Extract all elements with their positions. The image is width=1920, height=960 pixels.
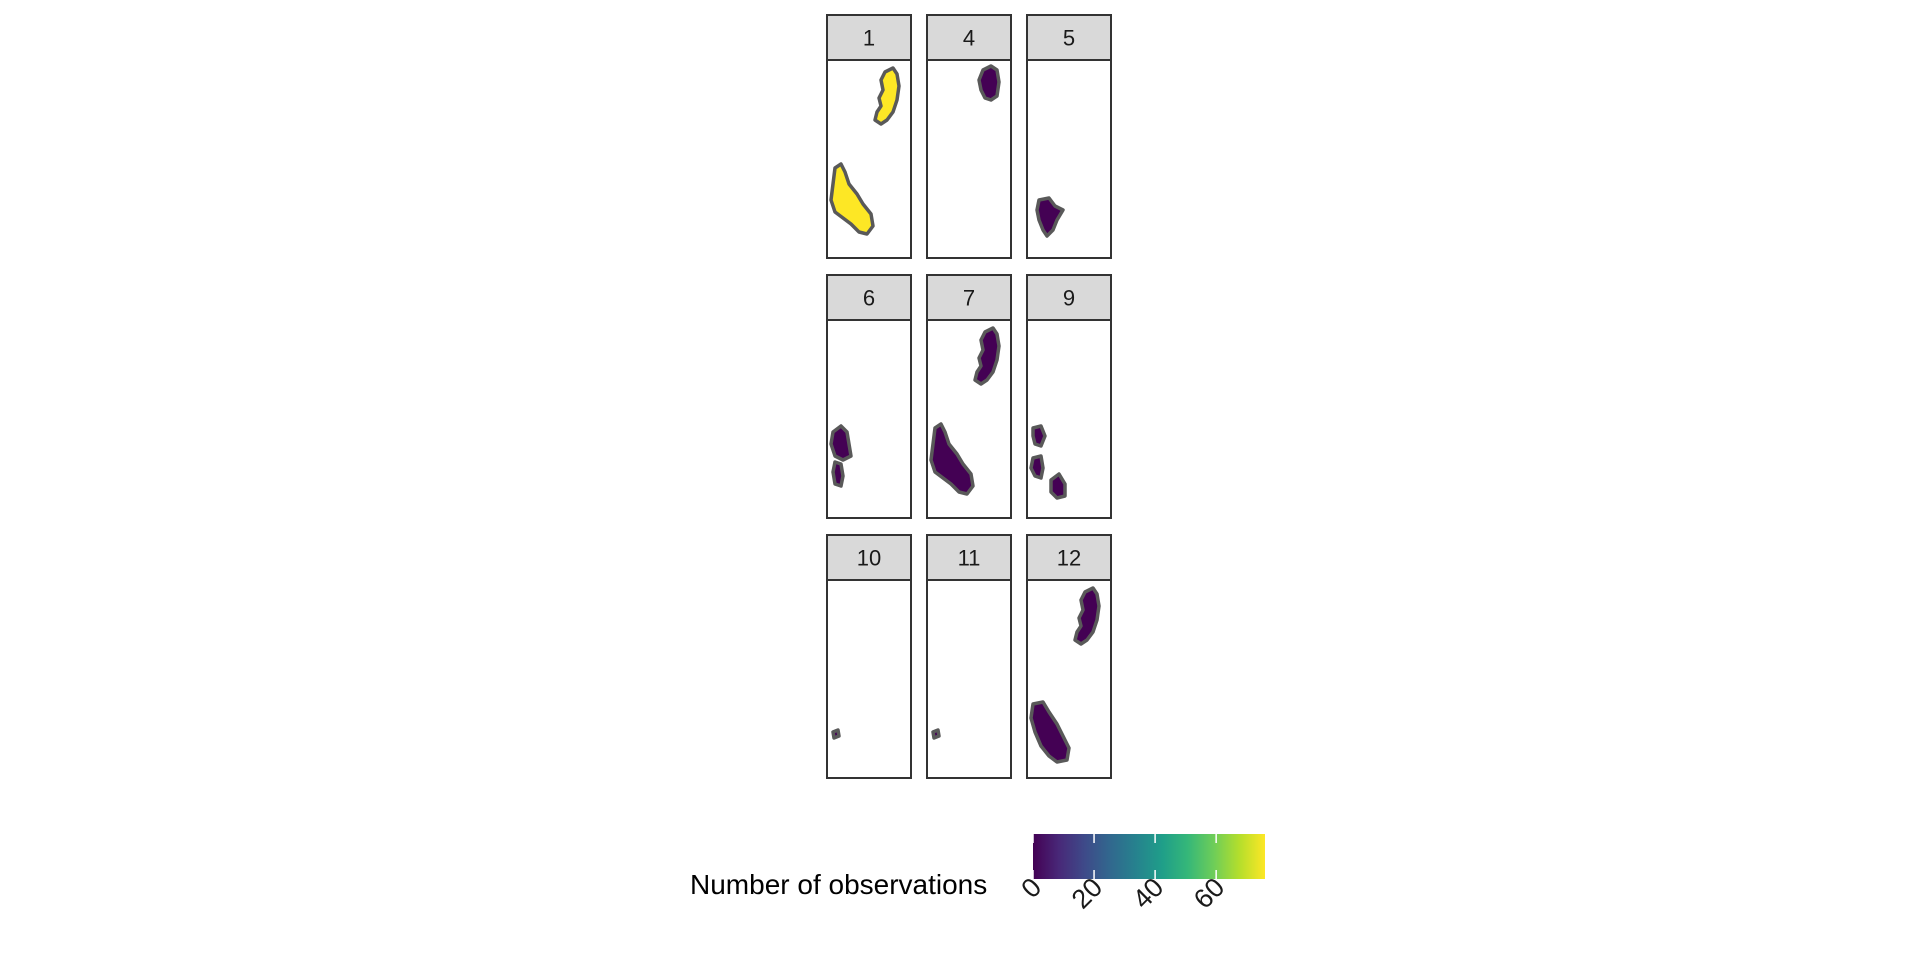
facet-map-shapes: [1029, 424, 1067, 500]
facet-map-shapes: [931, 728, 941, 740]
facet-strip-label: 4: [963, 26, 975, 51]
legend-colorbar: [1033, 834, 1265, 879]
island-region: [831, 728, 841, 740]
facet-panel-4: 4: [926, 14, 1012, 259]
facet-strip: [1026, 274, 1112, 321]
facet-panel-11: 11: [926, 534, 1012, 779]
facet-map-shapes: [977, 64, 1001, 102]
facet-strip-label: 11: [958, 546, 981, 571]
facet-map-area: [926, 579, 1012, 779]
island-region: [829, 424, 853, 488]
facet-map-shapes: [1029, 586, 1101, 764]
facet-strip: [826, 274, 912, 321]
facet-strip-label: 10: [857, 546, 881, 571]
island-region: [931, 728, 941, 740]
island-region: [873, 66, 901, 126]
legend-tick-marks: [1032, 834, 1217, 879]
legend: 0 20 40 60: [1015, 834, 1265, 914]
facet-map-area: [826, 319, 912, 519]
facet-map-area: [826, 579, 912, 779]
facet-strip: [826, 14, 912, 61]
legend-title: Number of observations: [690, 869, 988, 900]
facet-panels: 1 4 5 6 7 9 10 11 12: [826, 14, 1112, 779]
island-region: [1029, 700, 1071, 764]
island-region: [1073, 586, 1101, 646]
facet-map-shapes: [929, 326, 1001, 496]
facet-strip-label: 1: [863, 26, 875, 51]
facet-map-area: [1026, 319, 1112, 519]
facet-map-shapes: [831, 728, 841, 740]
facet-map-shapes: [829, 424, 853, 488]
facet-map-shapes: [1035, 196, 1065, 238]
island-region: [1029, 424, 1067, 500]
facet-panel-6: 6: [826, 274, 912, 519]
facet-strip-label: 6: [863, 286, 875, 311]
facet-strip: [926, 274, 1012, 321]
facet-strip: [926, 534, 1012, 581]
facet-strip-label: 9: [1063, 286, 1075, 311]
island-region: [973, 326, 1001, 386]
facet-panel-9: 9: [1026, 274, 1112, 519]
facet-panel-10: 10: [826, 534, 912, 779]
island-region: [977, 64, 1001, 102]
facet-panel-5: 5: [1026, 14, 1112, 259]
facet-panel-7: 7: [926, 274, 1012, 519]
facet-map-shapes: [829, 66, 901, 236]
island-region: [1035, 196, 1065, 238]
facet-panel-12: 12: [1026, 534, 1112, 779]
island-region: [829, 162, 875, 236]
facet-strip: [1026, 534, 1112, 581]
island-region: [929, 422, 975, 496]
facet-panel-1: 1: [826, 14, 912, 259]
facet-map-area: [1026, 59, 1112, 259]
facet-strip-label: 7: [963, 286, 975, 311]
facet-strip-label: 12: [1057, 546, 1081, 571]
facet-strip-label: 5: [1063, 26, 1075, 51]
facet-strip: [826, 534, 912, 581]
